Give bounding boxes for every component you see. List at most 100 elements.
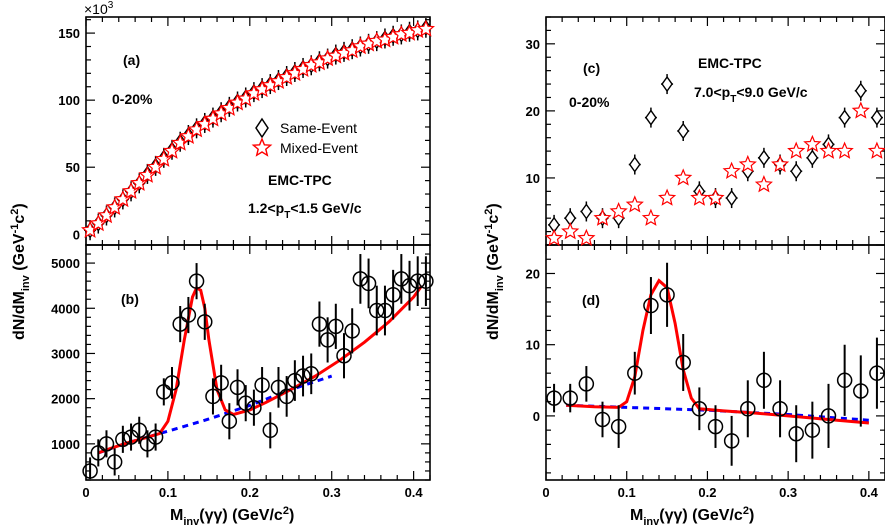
- data-point: [409, 273, 426, 289]
- mixed-event-point: [754, 175, 773, 193]
- data-point: [369, 302, 385, 319]
- data-point: [303, 366, 319, 382]
- data-point: [172, 316, 188, 332]
- legend: Same-Event Mixed-Event: [251, 117, 358, 157]
- x-tick-label: 0.3: [779, 485, 797, 500]
- same-event-point: [725, 189, 738, 207]
- data-point: [643, 297, 659, 314]
- data-point: [319, 332, 336, 348]
- y-tick-label: 10: [526, 338, 540, 353]
- data-point: [205, 388, 221, 405]
- data-point: [197, 314, 213, 330]
- panel-a-pt-range: 1.2<pT<1.5 GeV/c: [248, 200, 362, 221]
- mixed-event-point: [658, 188, 677, 206]
- data-point: [213, 375, 229, 391]
- data-point: [106, 454, 123, 470]
- data-point: [546, 390, 562, 406]
- y-tick-label: 20: [526, 104, 540, 119]
- panel-c-centrality: 0-20%: [569, 94, 610, 110]
- same-event-point: [790, 163, 803, 180]
- y-tick-label: 0: [73, 227, 80, 242]
- y-tick-label: 2000: [51, 392, 80, 407]
- y-tick-label: 20: [526, 266, 540, 281]
- same-event-point: [806, 149, 819, 167]
- mixed-event-point: [545, 228, 564, 247]
- curve-layer: [97, 278, 870, 455]
- mixed-event-point: [609, 201, 628, 220]
- mixed-event-point: [561, 222, 580, 240]
- data-point: [377, 302, 393, 319]
- same-event-point: [645, 109, 657, 126]
- signal-fit-line: [97, 284, 424, 455]
- same-event-point: [628, 156, 641, 173]
- x-tick-label: 0.4: [860, 485, 879, 500]
- panel-a-label: (a): [123, 52, 140, 68]
- x-axis-title-right: Minv(γγ) (GeV/c2): [630, 505, 754, 528]
- mixed-event-point: [787, 141, 806, 159]
- data-point: [295, 368, 311, 384]
- mixed-event-point: [674, 168, 693, 186]
- data-point: [278, 388, 295, 405]
- data-point: [237, 395, 254, 411]
- data-point: [610, 418, 627, 435]
- panel-a-centrality: 0-20%: [112, 91, 153, 107]
- panel-d-label: (d): [582, 292, 600, 308]
- data-point: [328, 318, 344, 335]
- mixed-event-point: [593, 208, 612, 226]
- data-point: [659, 287, 675, 303]
- x-axis-title-left: Minv(γγ) (GeV/c2): [170, 505, 294, 528]
- same-event-point: [838, 109, 851, 126]
- data-point: [98, 436, 115, 452]
- data-point: [756, 372, 772, 389]
- data-point: [740, 401, 756, 417]
- data-point: [262, 422, 279, 439]
- legend-diamond-icon: [255, 117, 269, 139]
- x-tick-label: 0.3: [323, 485, 341, 500]
- y-tick-label: 150: [58, 26, 80, 41]
- x-tick-label: 0: [542, 485, 549, 500]
- data-point: [869, 365, 885, 381]
- mixed-event-point: [690, 188, 709, 206]
- mixed-event-point: [641, 208, 660, 226]
- panel-c-frame: [545, 16, 885, 246]
- mixed-event-point: [577, 228, 596, 247]
- mixed-event-point: [771, 154, 790, 173]
- same-event-point: [661, 75, 673, 93]
- legend-mixed-event-label: Mixed-Event: [280, 140, 358, 156]
- data-point: [147, 429, 164, 445]
- same-event-point: [677, 122, 690, 140]
- mixed-event-point: [851, 101, 870, 119]
- data-point: [836, 372, 853, 389]
- data-point: [627, 365, 643, 381]
- data-point: [156, 384, 172, 400]
- x-tick-label: 0.2: [241, 485, 259, 500]
- panel-c-detector: EMC-TPC: [698, 55, 762, 71]
- data-point: [254, 377, 270, 393]
- x-tick-label: 0.4: [405, 485, 424, 500]
- data-point: [180, 307, 197, 323]
- same-event-point: [854, 82, 867, 99]
- data-point: [723, 433, 740, 449]
- data-point: [90, 445, 107, 461]
- data-point: [360, 275, 377, 292]
- mixed-event-point: [803, 134, 822, 153]
- mixed-event-point: [835, 141, 854, 159]
- y-multiplier-label: ×103: [84, 0, 114, 17]
- legend-same-event-label: Same-Event: [280, 120, 357, 136]
- x-tick-label: 0.1: [159, 485, 177, 500]
- data-point: [820, 408, 837, 424]
- data-point: [578, 376, 595, 392]
- mixed-event-point: [867, 141, 885, 159]
- data-point: [804, 422, 821, 438]
- legend-star-icon: [251, 137, 273, 157]
- data-point: [788, 425, 804, 442]
- y-tick-label: 0: [533, 409, 540, 424]
- panel-b-frame: [85, 244, 431, 481]
- panel-c-label: (c): [583, 60, 600, 76]
- panel-c-pt-range: 7.0<pT<9.0 GeV/c: [694, 84, 808, 105]
- data-point: [311, 316, 328, 332]
- y-tick-label: 1000: [51, 437, 80, 452]
- data-point: [287, 372, 303, 389]
